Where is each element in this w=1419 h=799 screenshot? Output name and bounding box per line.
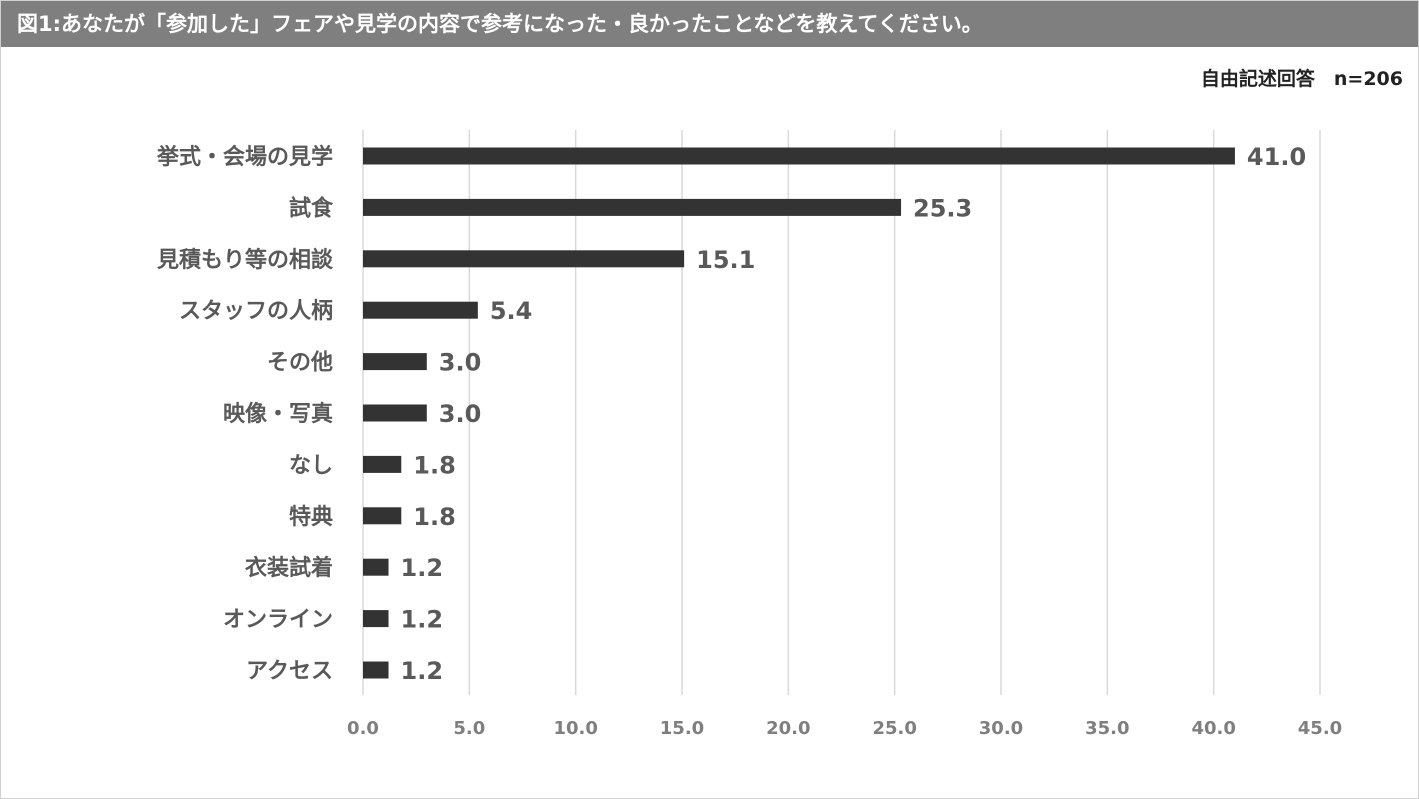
data-label: 25.3 [913,194,972,222]
data-label: 1.8 [413,503,456,531]
bar [363,404,427,422]
category-label: 衣装試着 [245,555,333,581]
data-label: 1.2 [401,606,444,634]
x-tick-label: 10.0 [553,718,597,739]
category-label: 挙式・会場の見学 [156,144,333,170]
category-label: 特典 [289,504,333,530]
category-label: 映像・写真 [223,401,333,427]
bar [363,250,685,268]
data-label: 41.0 [1247,143,1306,171]
bar [363,353,427,371]
data-label: 3.0 [439,400,482,428]
bar [363,301,478,319]
category-label: なし [289,453,333,478]
bar [363,507,402,525]
category-label: アクセス [246,659,333,684]
category-label: 試食 [289,195,334,221]
category-label: その他 [267,351,333,376]
data-label: 1.2 [401,554,444,582]
bar [363,558,389,576]
bar [363,147,1235,165]
bar [363,661,389,679]
category-label: オンライン [223,608,333,633]
x-tick-label: 0.0 [347,718,379,739]
x-tick-label: 45.0 [1298,718,1342,739]
bar [363,198,902,216]
bar [363,610,389,628]
chart-title: 図1:あなたが「参加した」フェアや見学の内容で参考になった・良かったことなどを教… [1,1,1418,47]
x-tick-label: 5.0 [453,718,485,739]
category-label: 見積もり等の相談 [157,247,334,273]
data-label: 5.4 [490,297,533,325]
sample-size-note: 自由記述回答 n=206 [1200,68,1403,90]
x-tick-label: 40.0 [1191,718,1235,739]
bar [363,455,402,473]
category-label: スタッフの人柄 [179,299,333,324]
x-tick-label: 35.0 [1085,718,1129,739]
x-tick-label: 25.0 [872,718,916,739]
x-tick-label: 20.0 [766,718,810,739]
data-label: 15.1 [696,246,755,274]
data-label: 1.2 [401,657,444,685]
x-tick-label: 30.0 [979,718,1023,739]
data-label: 3.0 [439,349,482,377]
data-label: 1.8 [413,451,456,479]
x-tick-label: 15.0 [660,718,704,739]
